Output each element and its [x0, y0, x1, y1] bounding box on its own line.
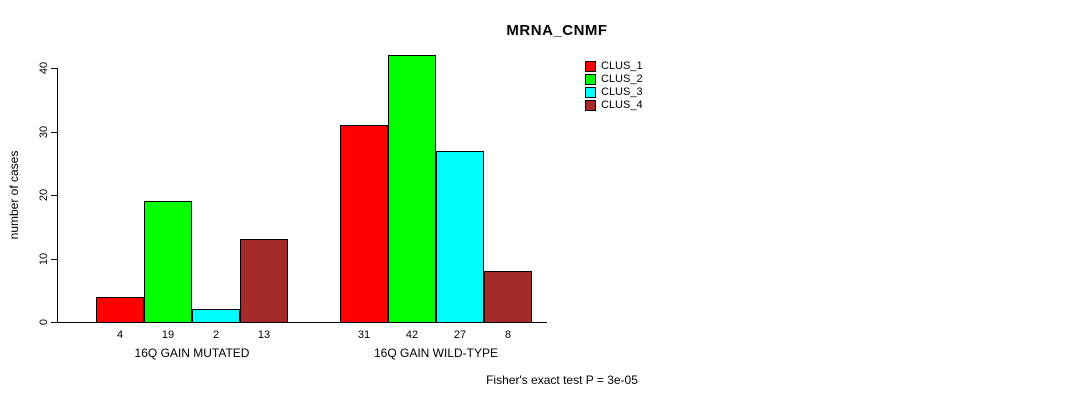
- legend-item-clus_1: CLUS_1: [585, 60, 643, 73]
- bar-value-label: 13: [257, 329, 271, 341]
- legend-swatch: [585, 100, 596, 111]
- bar-clus_4-group1: [240, 239, 288, 322]
- legend-label: CLUS_1: [601, 60, 643, 72]
- legend-item-clus_2: CLUS_2: [585, 73, 643, 86]
- bar-clus_2-group1: [144, 201, 192, 322]
- bar-value-label: 31: [357, 329, 371, 341]
- y-tick-label: 10: [38, 252, 50, 265]
- bar-clus_1-group1: [96, 297, 144, 322]
- legend-swatch: [585, 74, 596, 85]
- bar-clus_3-group1: [192, 309, 240, 322]
- y-tick: [51, 322, 57, 323]
- legend-label: CLUS_4: [601, 99, 643, 111]
- bar-value-label: 19: [161, 329, 175, 341]
- legend-label: CLUS_3: [601, 86, 643, 98]
- y-tick: [51, 258, 57, 260]
- legend-swatch: [585, 87, 596, 98]
- y-tick: [51, 68, 57, 69]
- y-tick-label: 0: [38, 318, 50, 326]
- bar-clus_3-group2: [436, 151, 484, 322]
- fisher-test-note: Fisher's exact test P = 3e-05: [486, 373, 638, 387]
- y-tick-label: 20: [38, 188, 50, 202]
- y-tick: [51, 131, 57, 133]
- legend-item-clus_3: CLUS_3: [585, 86, 643, 99]
- bar-value-label: 27: [453, 329, 467, 341]
- x-axis-line: [57, 322, 547, 323]
- legend: CLUS_1 CLUS_2 CLUS_3 CLUS_4: [585, 60, 643, 112]
- legend-item-clus_4: CLUS_4: [585, 99, 643, 112]
- y-tick-label: 40: [38, 61, 50, 75]
- legend-label: CLUS_2: [601, 73, 643, 85]
- y-axis-label: number of cases: [7, 150, 21, 240]
- bar-value-label: 2: [212, 329, 220, 341]
- bar-value-label: 8: [504, 329, 512, 341]
- category-label: 16Q GAIN MUTATED: [134, 346, 250, 360]
- bar-clus_4-group2: [484, 271, 532, 322]
- bar-clus_1-group2: [340, 125, 388, 322]
- y-tick: [51, 195, 57, 196]
- y-tick-label: 30: [38, 125, 50, 138]
- chart-title: MRNA_CNMF: [506, 22, 608, 39]
- legend-swatch: [585, 61, 596, 72]
- y-axis-line: [57, 68, 58, 322]
- bar-value-label: 42: [405, 329, 419, 341]
- bar-clus_2-group2: [388, 55, 436, 322]
- category-label: 16Q GAIN WILD-TYPE: [373, 346, 499, 360]
- bar-value-label: 4: [116, 329, 124, 341]
